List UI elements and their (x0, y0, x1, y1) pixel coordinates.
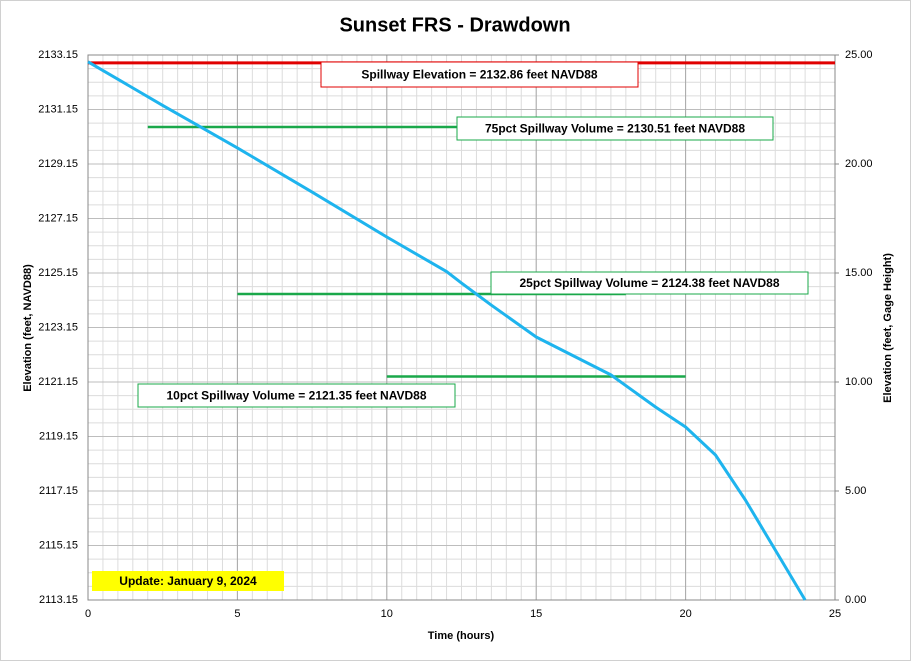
y2-tick-label: 15.00 (845, 267, 873, 279)
x-tick-label: 10 (381, 608, 393, 620)
x-tick-label: 15 (530, 608, 542, 620)
annotation-box (320, 61, 639, 88)
x-tick-label: 0 (85, 608, 91, 620)
y-tick-label: 2113.15 (39, 594, 78, 606)
y-tick-label: 2133.15 (38, 49, 78, 61)
note-box (92, 571, 284, 591)
y-tick-label: 2123.15 (38, 321, 78, 333)
annotation-label: 75pct Spillway Volume = 2130.51 feet NAV… (485, 122, 745, 136)
y-tick-label: 2127.15 (38, 212, 78, 224)
x-tick-label: 25 (829, 608, 841, 620)
chart-title: Sunset FRS - Drawdown (339, 14, 570, 36)
y-tick-label: 2129.15 (38, 158, 78, 170)
y2-tick-label: 0.00 (845, 594, 866, 606)
annotation-label: Spillway Elevation = 2132.86 feet NAVD88 (361, 68, 598, 82)
y-tick-label: 2131.15 (38, 103, 78, 115)
y2-tick-label: 5.00 (845, 485, 866, 497)
y2-axis-label: Elevation (feet, Gage Height) (882, 253, 894, 403)
plot-frame (87, 54, 836, 601)
x-axis-label: Time (hours) (428, 630, 495, 642)
y-tick-label: 2119.15 (39, 430, 78, 442)
y-tick-label: 2117.15 (39, 485, 78, 497)
annotation-label: 25pct Spillway Volume = 2124.38 feet NAV… (519, 276, 779, 290)
y-tick-label: 2115.15 (39, 539, 78, 551)
series-line (87, 60, 807, 601)
y2-tick-label: 20.00 (845, 158, 873, 170)
x-tick-label: 5 (234, 608, 240, 620)
annotation-box (137, 383, 456, 408)
y-tick-label: 2125.15 (38, 267, 78, 279)
annotation-label: 10pct Spillway Volume = 2121.35 feet NAV… (166, 389, 426, 403)
annotation-box (456, 116, 774, 141)
y-tick-label: 2121.15 (38, 376, 78, 388)
annotation-box (490, 271, 809, 295)
note-label: Update: January 9, 2024 (119, 574, 257, 588)
y2-tick-label: 25.00 (845, 49, 873, 61)
y2-tick-label: 10.00 (845, 376, 873, 388)
x-tick-label: 20 (679, 608, 691, 620)
y-axis-label: Elevation (feet, NAVD88) (22, 264, 34, 392)
